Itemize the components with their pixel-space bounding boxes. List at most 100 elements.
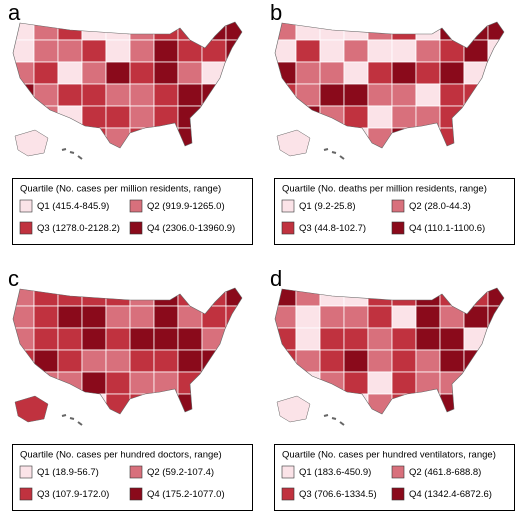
state [319,305,345,329]
state [367,105,393,129]
alaska [14,395,49,423]
state [81,105,107,129]
state [367,288,393,307]
state [81,349,107,373]
state [295,288,321,307]
state [487,83,504,107]
state [57,393,83,414]
state [57,39,83,63]
state [463,127,489,148]
state [225,105,242,129]
state [105,105,131,129]
state [295,61,321,85]
state [367,349,393,373]
state [57,105,83,129]
alaska [276,129,311,157]
legend-swatch [281,221,295,235]
state [129,327,155,351]
state [177,305,203,329]
state [33,83,59,107]
state [319,349,345,373]
state [177,22,203,41]
panel-letter: a [8,0,21,25]
state [343,61,369,85]
state [13,105,35,129]
state [33,349,59,373]
state [57,61,83,85]
state [129,22,155,41]
state [343,105,369,129]
alaska [14,129,49,157]
legend-swatch [281,199,295,213]
state [177,327,203,351]
legend: Quartile (No. cases per hundred ventilat… [274,444,515,511]
states [275,22,504,148]
state [57,305,83,329]
state [201,127,227,148]
us-map [274,21,505,160]
legend-label: Q1 (183.6-450.9) [299,467,371,478]
legend-label: Q4 (175.2-1077.0) [147,489,225,500]
state [201,371,227,395]
state [463,327,489,351]
legend-label: Q4 (1342.4-6872.6) [409,489,492,500]
legend-label: Q4 (110.1-1100.6) [409,223,485,234]
state [57,127,83,148]
state [487,39,504,63]
state [295,371,321,395]
state [153,305,179,329]
state [201,105,227,129]
state [319,61,345,85]
legend-swatch [281,487,295,501]
state [343,349,369,373]
state [129,61,155,85]
state [129,105,155,129]
state [81,305,107,329]
state [343,288,369,307]
state [105,22,131,41]
state [225,305,242,329]
state [81,288,107,307]
state [439,349,465,373]
state [81,83,107,107]
state [153,127,179,148]
state [129,83,155,107]
legend-swatch [129,221,143,235]
state [439,83,465,107]
state [391,288,417,307]
hawaii [61,414,83,426]
state [105,61,131,85]
state [105,327,131,351]
us-map [12,21,243,160]
state [367,371,393,395]
state [367,22,393,41]
state [295,22,321,41]
state [391,371,417,395]
legend-title: Quartile (No. cases per hundred doctors,… [20,450,222,461]
legend-swatch [19,487,33,501]
state [343,83,369,107]
state [343,305,369,329]
state [13,371,35,395]
panel-letter: c [8,266,19,291]
state [225,61,242,85]
legend-swatch [129,487,143,501]
state [129,288,155,307]
state [225,371,242,395]
state [391,127,417,148]
state [415,83,441,107]
state [129,371,155,395]
legend-swatch [129,465,143,479]
panel: b Quartile (No. deaths per million reside… [270,0,515,245]
state [153,288,179,307]
state [367,83,393,107]
state [153,22,179,41]
state [367,61,393,85]
state [319,83,345,107]
us-outline [274,21,505,149]
state [415,288,441,307]
state [343,371,369,395]
legend-label: Q2 (28.0-44.3) [409,201,471,212]
legend-swatch [19,465,33,479]
